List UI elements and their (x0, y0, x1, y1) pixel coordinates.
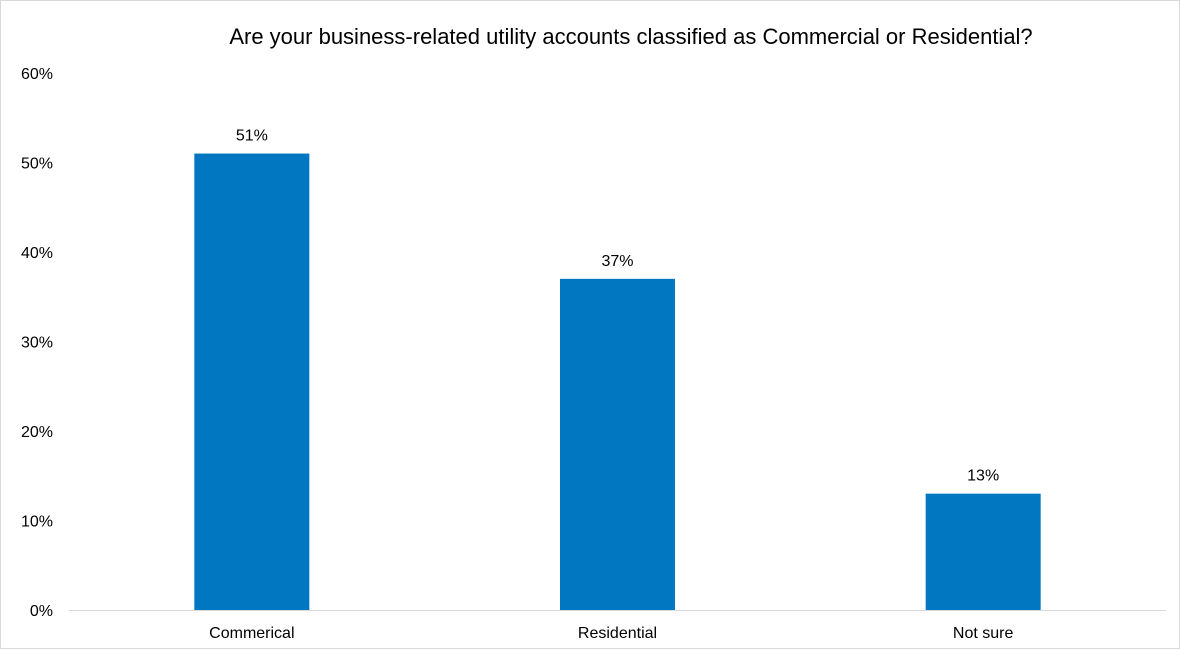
data-labels-group: 51% 37% 13% (236, 128, 999, 485)
y-tick-label: 60% (21, 66, 53, 83)
x-category-label: Not sure (953, 625, 1014, 642)
y-tick-label: 20% (21, 424, 53, 441)
y-axis: 0% 10% 20% 30% 40% 50% 60% (21, 66, 53, 620)
data-label: 13% (967, 468, 999, 485)
x-category-label: Residential (578, 625, 657, 642)
bar-residential (560, 278, 675, 610)
chart-title: Are your business-related utility accoun… (229, 24, 1032, 49)
y-tick-label: 10% (21, 514, 53, 531)
x-category-label: Commerical (209, 625, 294, 642)
bar-not-sure (925, 493, 1041, 610)
y-tick-label: 50% (21, 156, 53, 173)
data-label: 37% (601, 253, 633, 270)
y-tick-label: 30% (21, 335, 53, 352)
bars-group (194, 153, 1041, 611)
y-tick-label: 40% (21, 245, 53, 262)
y-tick-label: 0% (30, 603, 53, 620)
x-axis: Commerical Residential Not sure (209, 625, 1013, 642)
bar-commerical (194, 153, 310, 611)
data-label: 51% (236, 128, 268, 145)
